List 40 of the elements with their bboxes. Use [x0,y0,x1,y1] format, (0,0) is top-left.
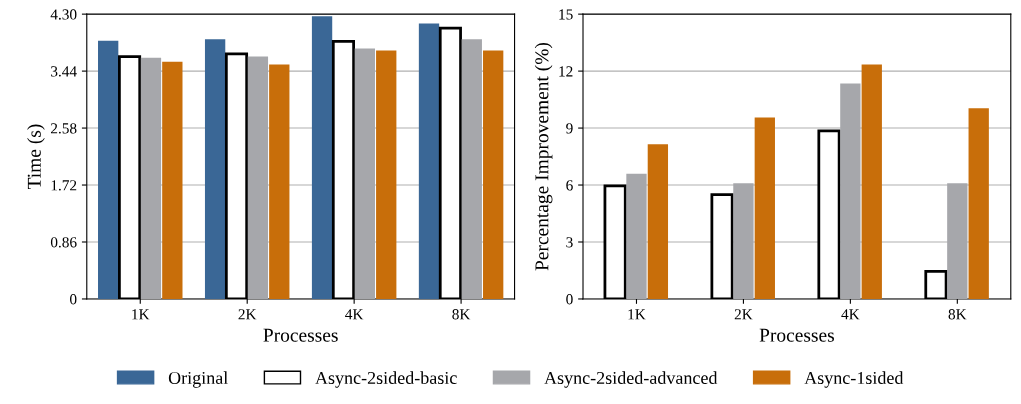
bar [861,64,882,299]
bar [418,23,440,299]
bar [376,50,397,299]
y-axis-title: Time (s) [27,124,45,190]
y-tick-label: 0 [566,294,573,305]
legend-label: Async-2sided-basic [315,371,457,388]
y-tick-label: 6 [566,180,573,191]
y-tick-label: 3 [566,237,573,248]
x-tick-label: 1K [132,309,150,320]
x-tick-label: 2K [734,309,753,320]
y-tick-label: 1.72 [51,180,77,191]
y-tick-label: 4.30 [50,9,77,20]
x-tick-label: 2K [238,309,257,320]
legend-label: Async-2sided-advanced [544,371,718,388]
x-tick-label: 4K [841,309,860,320]
y-tick-label: 2.58 [51,123,77,134]
x-tick-label: 4K [345,309,364,320]
x-tick-label: 8K [452,309,471,320]
y-tick-label: 9 [566,123,573,134]
bar [754,117,775,299]
y-tick-label: 3.44 [51,66,77,77]
legend-label: Original [168,371,228,388]
y-tick-label: 12 [559,66,573,77]
bar [483,50,504,299]
bar [162,61,183,299]
bar [311,16,333,299]
x-axis-title: Processes [759,328,834,342]
y-tick-label: 0.86 [50,237,77,248]
x-axis-title: Processes [263,328,338,342]
x-tick-label: 1K [628,309,646,320]
y-axis-title: Percentage Improvement (%) [534,42,553,271]
x-tick-label: 8K [948,309,967,320]
y-tick-label: 0 [70,294,77,305]
legend-label: Async-1sided [804,371,904,388]
bar [98,40,119,299]
bar [204,39,226,299]
bar [269,64,290,299]
y-tick-label: 15 [559,9,573,20]
bar [968,108,989,299]
bar [647,144,669,299]
